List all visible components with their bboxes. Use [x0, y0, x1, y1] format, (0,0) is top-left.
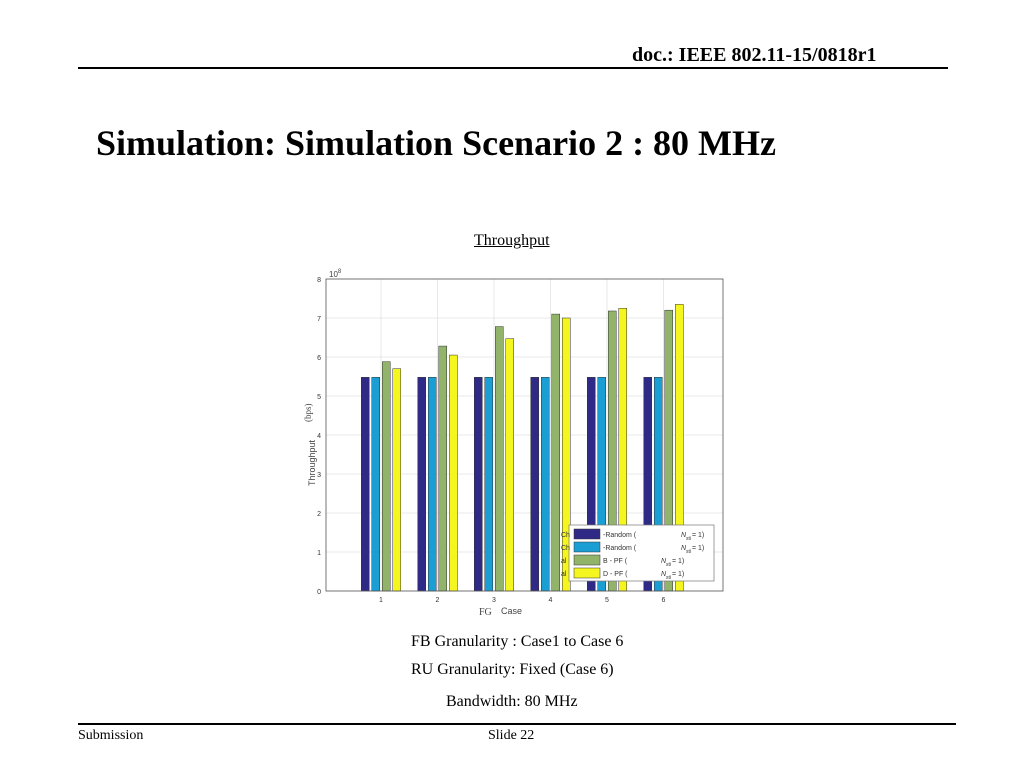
- y-tick-label: 8: [317, 277, 321, 284]
- legend-n-value: = 1): [672, 571, 684, 578]
- legend-n-value: = 1): [692, 532, 704, 539]
- legend-label-1: -Random (: [603, 532, 637, 539]
- legend-n-label: N: [661, 571, 667, 578]
- x-tick-label: 2: [436, 597, 440, 604]
- footer-divider: [78, 723, 956, 725]
- chart-title: Throughput: [474, 232, 550, 249]
- bar-series-2-case-1: [371, 377, 380, 592]
- bar-series-3-case-3: [495, 326, 504, 592]
- legend-n-sub: sti: [666, 575, 671, 581]
- throughput-bar-chart: 0 1 2 3 4 5 6 7 8 1 2 3 4 5 6 108 Throughput (bps) FG…: [303, 269, 724, 618]
- y-axis-unit: (bps): [303, 404, 313, 423]
- legend-swatch-3: [573, 554, 601, 566]
- bar-series-3-case-2: [438, 345, 447, 592]
- y-axis-label: Throughput: [307, 439, 317, 486]
- legend-swatch-4: [573, 567, 601, 579]
- document-id: doc.: IEEE 802.11-15/0818r1: [632, 44, 877, 66]
- fb-granularity-note: FB Granularity : Case1 to Case 6: [411, 633, 624, 650]
- y-exponent: 108: [329, 269, 342, 279]
- y-tick-labels: 0 1 2 3 4 5 6 7 8: [317, 277, 321, 596]
- x-tick-labels: 1 2 3 4 5 6: [379, 597, 666, 604]
- legend-n-label: N: [661, 558, 667, 565]
- bar-series-4-case-1: [392, 368, 401, 592]
- header-divider: [78, 67, 948, 69]
- y-tick-label: 3: [317, 472, 321, 479]
- legend-prefix: Ch: [561, 532, 570, 539]
- legend-label-4: D - PF (: [603, 571, 628, 578]
- y-tick-label: 7: [317, 316, 321, 323]
- ru-granularity-note: RU Granularity: Fixed (Case 6): [411, 661, 614, 678]
- legend-n-sub: sti: [666, 562, 671, 568]
- legend-label-3: B - PF (: [603, 558, 628, 565]
- bandwidth-note: Bandwidth: 80 MHz: [446, 693, 578, 710]
- bar-series-1-case-1: [361, 377, 370, 592]
- legend-label-2: -Random (: [603, 545, 637, 552]
- slide-title: Simulation: Simulation Scenario 2 : 80 M…: [96, 123, 777, 163]
- y-tick-label: 1: [317, 550, 321, 557]
- y-tick-label: 4: [317, 433, 321, 440]
- bar-series-4-case-2: [449, 354, 458, 592]
- x-tick-label: 6: [662, 597, 666, 604]
- bar-series-2-case-4: [541, 377, 550, 592]
- slide-number: Slide 22: [488, 728, 535, 743]
- legend-n-label: N: [681, 545, 687, 552]
- legend-n-sub: sti: [686, 549, 691, 555]
- legend-n-sub: sti: [686, 536, 691, 542]
- y-tick-label: 2: [317, 511, 321, 518]
- legend-swatch-1: [573, 528, 601, 540]
- legend-prefix: al: [561, 558, 567, 565]
- x-tick-label: 3: [492, 597, 496, 604]
- y-tick-label: 6: [317, 355, 321, 362]
- legend-prefix: Ch: [561, 545, 570, 552]
- bar-series-2-case-2: [428, 377, 437, 592]
- x-axis-label: Case: [501, 606, 522, 616]
- x-tick-label: 4: [549, 597, 553, 604]
- plot-frame: [325, 278, 724, 592]
- bar-series-1-case-2: [417, 377, 426, 592]
- bar-series-3-case-1: [382, 361, 391, 592]
- x-tick-label: 5: [605, 597, 609, 604]
- bar-series-1-case-3: [474, 377, 483, 592]
- y-tick-label: 0: [317, 589, 321, 596]
- legend-n-label: N: [681, 532, 687, 539]
- legend-prefix: al: [561, 571, 567, 578]
- x-axis-label-prefix: FG: [479, 607, 492, 618]
- bar-series-4-case-3: [505, 338, 514, 592]
- footer-submission: Submission: [78, 728, 144, 743]
- legend-n-value: = 1): [692, 545, 704, 552]
- bar-series-2-case-3: [484, 377, 493, 592]
- legend-n-value: = 1): [672, 558, 684, 565]
- bar-series-3-case-4: [551, 313, 560, 592]
- y-tick-label: 5: [317, 394, 321, 401]
- bar-series-1-case-4: [530, 377, 539, 592]
- x-tick-label: 1: [379, 597, 383, 604]
- legend-swatch-2: [573, 541, 601, 553]
